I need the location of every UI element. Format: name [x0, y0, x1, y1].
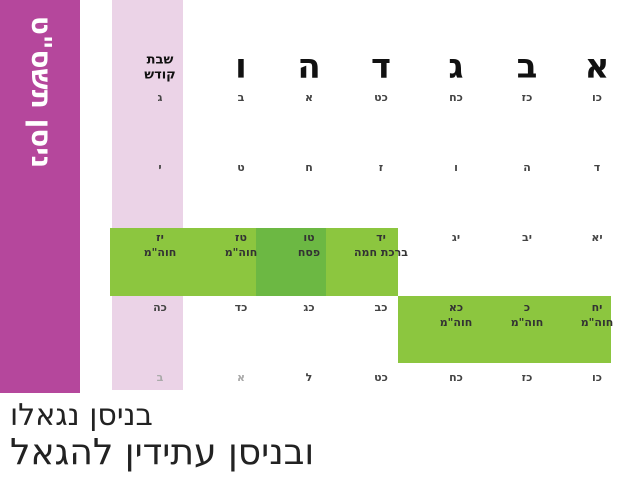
day-number: כד — [235, 301, 248, 314]
shabbat-column — [112, 0, 183, 390]
day-note: פסח — [298, 246, 320, 259]
day-number: כ — [524, 301, 530, 314]
day-header: ב — [517, 47, 538, 87]
day-note: חוה"מ — [581, 316, 614, 329]
day-note: חוה"מ — [144, 246, 177, 259]
day-number: יז — [156, 231, 164, 244]
day-number: כח — [449, 91, 463, 104]
day-number: ח — [305, 161, 313, 174]
day-number: כא — [449, 301, 463, 314]
day-number: כח — [449, 371, 463, 384]
highlight — [398, 296, 611, 363]
day-number: יד — [376, 231, 386, 244]
day-header: ו — [235, 47, 247, 87]
day-number: א — [305, 91, 313, 104]
day-number: כז — [522, 371, 533, 384]
day-number: ז — [379, 161, 383, 174]
day-number: כז — [522, 91, 533, 104]
day-number: י — [158, 161, 161, 174]
day-number: ב — [157, 371, 164, 384]
day-number: יג — [452, 231, 460, 244]
day-note: חוה"מ — [440, 316, 473, 329]
day-header: ה — [297, 47, 320, 87]
day-number: כג — [303, 301, 314, 314]
day-header: א — [585, 47, 610, 87]
day-number: טז — [235, 231, 247, 244]
day-number: יב — [522, 231, 532, 244]
day-header: ד — [371, 47, 391, 87]
shabbat-header: שבת — [147, 53, 174, 68]
day-number: כו — [592, 91, 602, 104]
shabbat-header: קודש — [144, 68, 176, 83]
title-bar — [0, 0, 80, 393]
highlight — [110, 228, 398, 296]
day-number: יח — [592, 301, 603, 314]
day-number: טו — [303, 231, 314, 244]
day-header: ג — [448, 47, 463, 87]
day-note: חוה"מ — [511, 316, 544, 329]
day-number: ב — [238, 91, 245, 104]
day-number: כב — [375, 301, 388, 314]
day-number: ה — [523, 161, 531, 174]
day-number: יא — [591, 231, 602, 244]
day-number: ט — [237, 161, 244, 174]
highlight-pesach — [256, 228, 326, 296]
day-number: ד — [594, 161, 600, 174]
footer-line: בניסן נגאלו — [10, 398, 153, 433]
day-number: ג — [158, 91, 163, 104]
calendar: ניסן תשס"ט אבגדהושבתקודשכוכזכחכטאבגדהוזח… — [0, 0, 614, 393]
day-number: כט — [374, 91, 388, 104]
day-number: כט — [374, 371, 388, 384]
day-note: חוה"מ — [225, 246, 258, 259]
day-number: כה — [153, 301, 167, 314]
title: ניסן תשס"ט — [25, 16, 58, 168]
day-number: א — [237, 371, 245, 384]
day-number: כו — [592, 371, 602, 384]
footer-line: ובניסן עתידין להגאל — [10, 432, 315, 473]
day-note: ברכת חמה — [354, 246, 408, 259]
day-number: ו — [454, 161, 458, 174]
day-number: ל — [306, 371, 313, 384]
